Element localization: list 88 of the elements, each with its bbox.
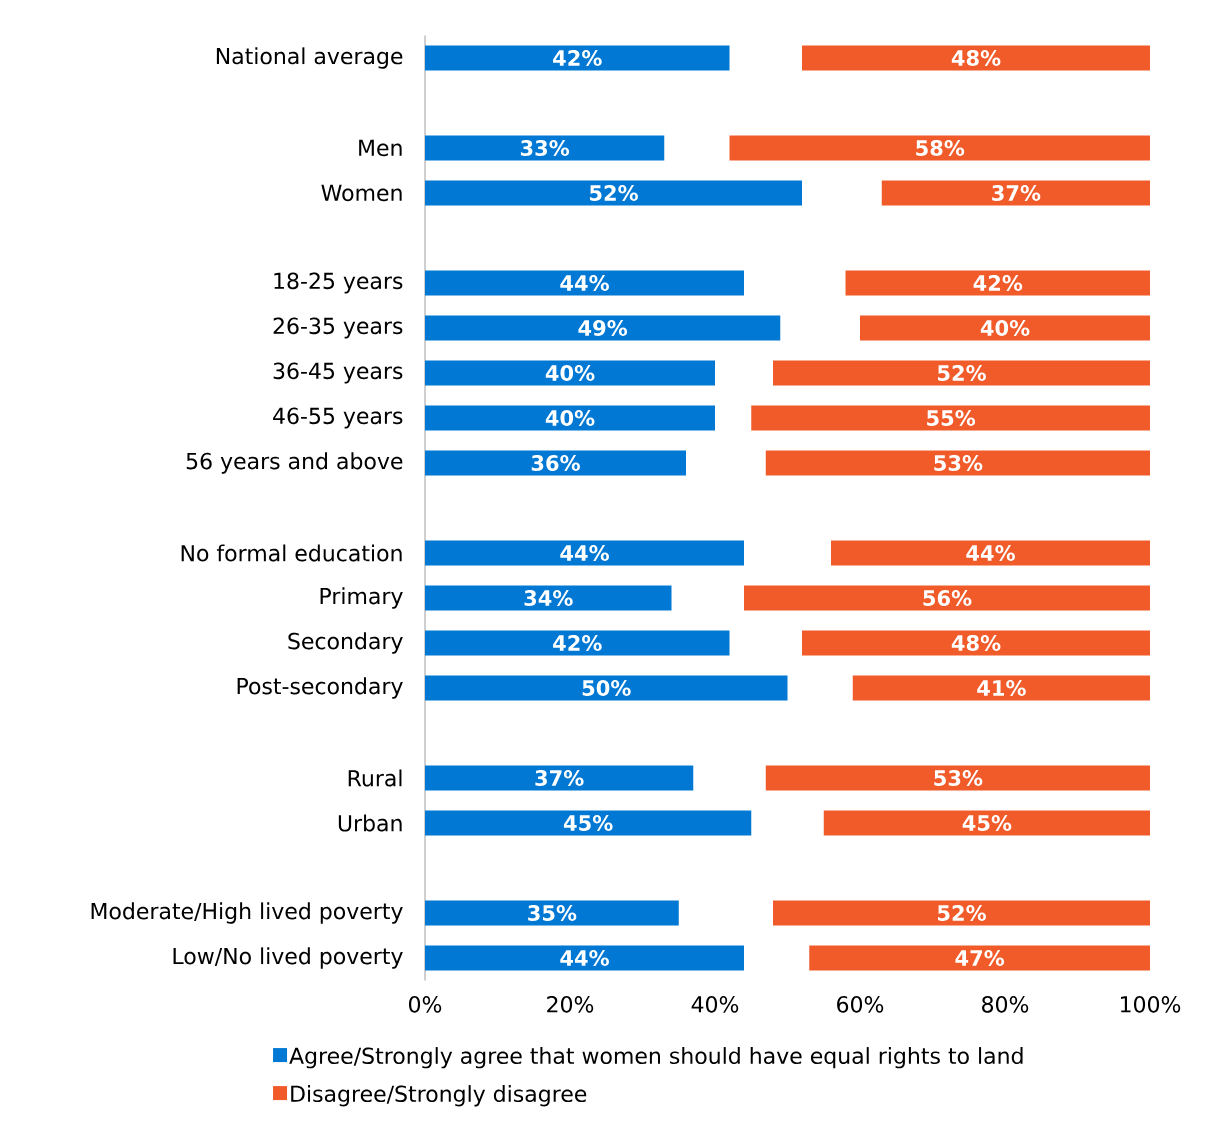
data-label: 48%	[951, 50, 1001, 66]
bar	[765, 765, 1151, 791]
data-label: 55%	[927, 410, 976, 426]
data-label: 44%	[560, 275, 609, 291]
y-tick-label: Primary	[320, 587, 403, 609]
data-label: 42%	[973, 275, 1023, 291]
data-label: 48%	[951, 635, 1001, 651]
bar	[852, 675, 1151, 701]
data-label: 44%	[560, 950, 609, 966]
y-tick-label: Women	[321, 184, 402, 202]
data-label: 52%	[937, 905, 986, 921]
data-label: 35%	[528, 905, 577, 921]
x-tick-label: 100%	[1120, 996, 1181, 1013]
bar	[773, 900, 1151, 926]
data-label: 44%	[966, 545, 1015, 561]
bar	[425, 900, 679, 926]
x-tick-label: 0%	[408, 996, 442, 1013]
bar	[831, 540, 1151, 566]
data-label: 52%	[589, 185, 638, 201]
bar	[802, 630, 1151, 656]
data-label: 49%	[578, 320, 628, 336]
bar	[881, 180, 1151, 206]
y-tick-label: Rural	[348, 769, 402, 787]
y-tick-label: No formal education	[181, 544, 402, 562]
y-tick-label: Urban	[338, 814, 402, 832]
data-label: 42%	[553, 635, 602, 651]
x-tick-label: 80%	[982, 996, 1029, 1013]
data-label: 36%	[531, 455, 580, 471]
data-label: 52%	[937, 365, 986, 381]
bar	[425, 180, 803, 206]
data-label: 37%	[535, 770, 584, 786]
data-label: 40%	[980, 320, 1030, 336]
x-tick-label: 40%	[691, 996, 739, 1013]
bar	[425, 630, 730, 656]
bar	[765, 450, 1151, 476]
data-label: 53%	[934, 455, 983, 471]
bar	[425, 765, 694, 791]
bar	[773, 360, 1151, 386]
y-tick-label: Low/No lived poverty	[173, 947, 403, 969]
y-tick-label: Secondary	[288, 632, 403, 654]
data-label: 50%	[582, 680, 631, 696]
bar	[809, 945, 1151, 971]
data-label: 53%	[934, 770, 983, 786]
bar	[425, 585, 672, 611]
bar	[425, 405, 716, 431]
x-tick-label: 20%	[547, 996, 594, 1013]
bar	[751, 405, 1151, 431]
data-label: 56%	[923, 590, 972, 606]
y-tick-label: Moderate/High lived poverty	[91, 902, 403, 924]
bar	[425, 360, 716, 386]
data-label: 34%	[524, 590, 573, 606]
bar	[744, 585, 1151, 611]
data-label: 40%	[545, 365, 595, 381]
bar	[425, 675, 788, 701]
bar	[425, 945, 745, 971]
bar	[845, 270, 1151, 296]
y-tick-label: Post-secondary	[237, 677, 403, 699]
bar	[425, 270, 745, 296]
bar	[860, 315, 1151, 341]
bar	[729, 135, 1151, 161]
bar	[425, 540, 745, 566]
data-label: 33%	[520, 140, 570, 156]
data-label: 45%	[563, 815, 613, 831]
y-tick-label: 56 years and above	[186, 452, 403, 474]
legend-label: Disagree/Strongly disagree	[291, 1085, 587, 1107]
bar	[425, 315, 781, 341]
y-tick-label: 26-35 years	[273, 317, 403, 339]
y-tick-label: 18-25 years	[274, 272, 403, 294]
x-tick-label: 60%	[837, 996, 884, 1013]
bar	[802, 45, 1151, 71]
data-label: 37%	[992, 185, 1041, 201]
data-label: 42%	[553, 50, 602, 66]
data-label: 47%	[955, 950, 1005, 966]
bar	[425, 450, 687, 476]
legend-label: Agree/Strongly agree that women should have equal rights to land	[289, 1047, 1023, 1069]
data-label: 41%	[977, 680, 1026, 696]
y-tick-label: Men	[359, 139, 402, 157]
bar	[425, 45, 730, 71]
data-label: 45%	[962, 815, 1012, 831]
bar	[425, 135, 665, 161]
y-tick-label: 36-45 years	[273, 362, 403, 384]
y-tick-label: National average	[216, 47, 403, 69]
y-tick-label: 46-55 years	[273, 407, 403, 429]
bar	[425, 810, 752, 836]
bar	[823, 810, 1151, 836]
data-label: 58%	[916, 140, 965, 156]
data-label: 40%	[545, 410, 595, 426]
data-label: 44%	[560, 545, 609, 561]
